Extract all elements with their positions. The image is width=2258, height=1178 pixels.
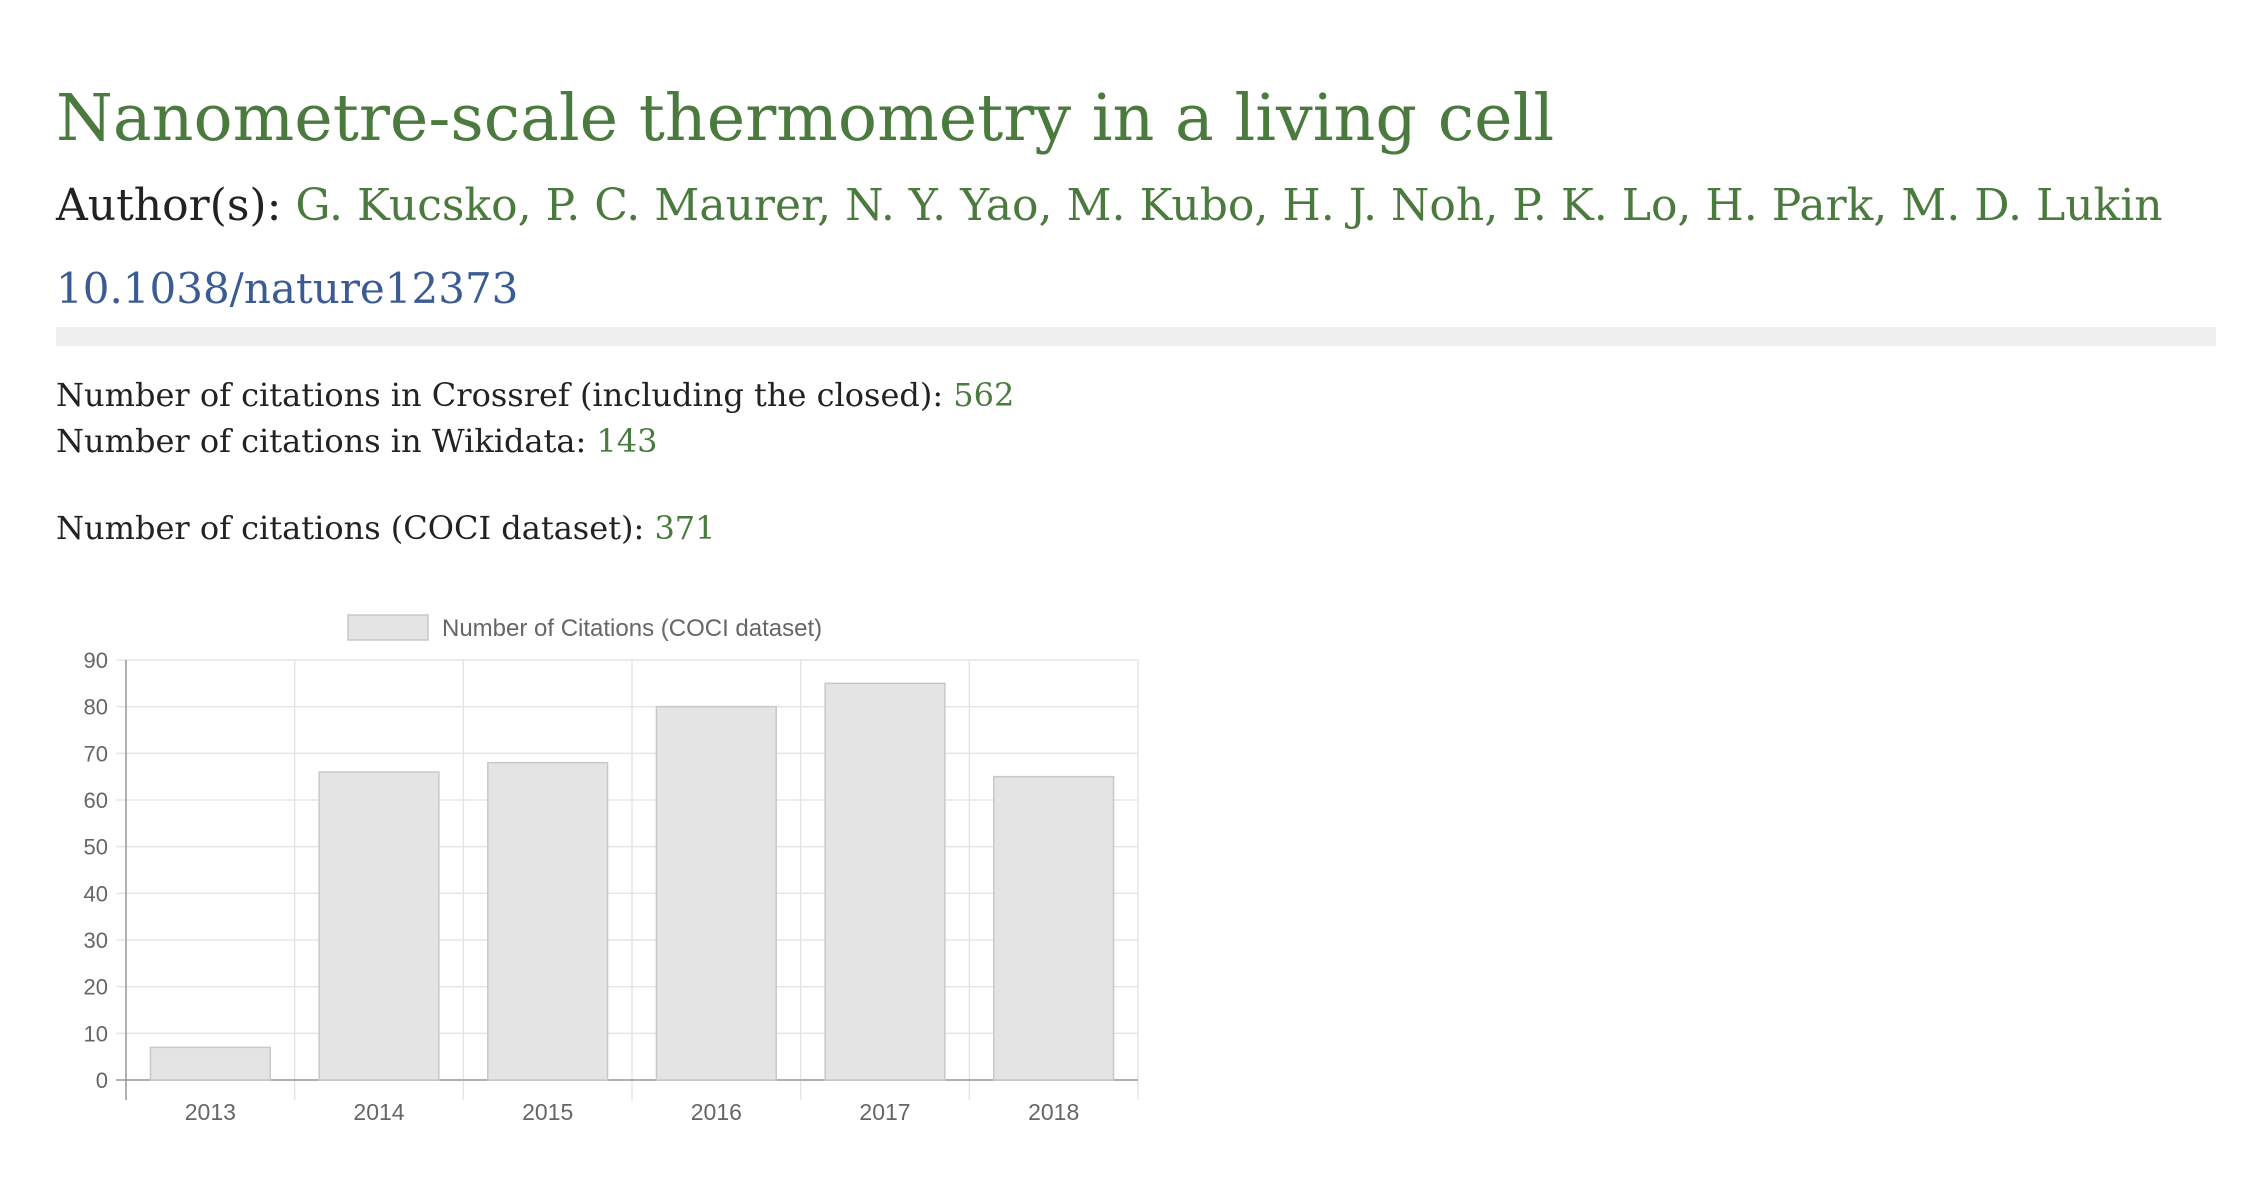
y-tick-label: 70: [84, 741, 108, 766]
wikidata-label: Number of citations in Wikidata:: [56, 422, 587, 460]
citations-bar-chart: Number of Citations (COCI dataset) 0 10 20 3…: [84, 614, 1139, 1125]
y-tick-label: 40: [84, 881, 108, 906]
crossref-value: 562: [953, 376, 1015, 414]
y-tick-label: 20: [84, 975, 108, 1000]
divider: [56, 327, 2216, 346]
y-tick-label: 0: [96, 1068, 108, 1093]
doi-link[interactable]: 10.1038/nature12373: [56, 264, 519, 313]
x-tick-label: 2015: [522, 1099, 573, 1120]
x-tick-label: 2013: [185, 1099, 236, 1120]
bar-2013: [149, 1046, 271, 1081]
wikidata-value: 143: [596, 422, 658, 460]
authors-line: Author(s): G. Kucsko, P. C. Maurer, N. Y…: [56, 180, 2163, 233]
y-tick-label: 30: [84, 928, 108, 953]
coci-citations: Number of citations (COCI dataset): 371: [56, 509, 716, 547]
wikidata-citations: Number of citations in Wikidata: 143: [56, 422, 658, 460]
authors-list[interactable]: G. Kucsko, P. C. Maurer, N. Y. Yao, M. K…: [295, 180, 2163, 231]
x-tick-label: 2014: [353, 1099, 404, 1120]
coci-value: 371: [654, 509, 716, 547]
legend-swatch: [347, 614, 429, 641]
bar-2015: [487, 761, 609, 1081]
crossref-label: Number of citations in Crossref (includi…: [56, 376, 944, 414]
y-tick-label: 10: [84, 1021, 108, 1046]
y-tick-label: 60: [84, 788, 108, 813]
y-tick-label: 90: [84, 648, 108, 673]
coci-label: Number of citations (COCI dataset):: [56, 509, 645, 547]
bar-2016: [655, 705, 777, 1081]
bar-2017: [824, 682, 946, 1081]
page-title: Nanometre-scale thermometry in a living …: [56, 81, 1555, 156]
authors-label: Author(s):: [56, 180, 282, 231]
bar-2014: [318, 771, 440, 1081]
crossref-citations: Number of citations in Crossref (includi…: [56, 376, 1014, 414]
bar-2018: [993, 775, 1115, 1081]
y-tick-label: 50: [84, 835, 108, 860]
x-tick-label: 2018: [1028, 1099, 1079, 1120]
x-tick-label: 2017: [859, 1099, 910, 1120]
legend-label: Number of Citations (COCI dataset): [442, 615, 822, 642]
y-tick-label: 80: [84, 695, 108, 720]
x-tick-label: 2016: [691, 1099, 742, 1120]
citations-chart: Number of Citations (COCI dataset) 0 10 20 3…: [56, 590, 1176, 1125]
